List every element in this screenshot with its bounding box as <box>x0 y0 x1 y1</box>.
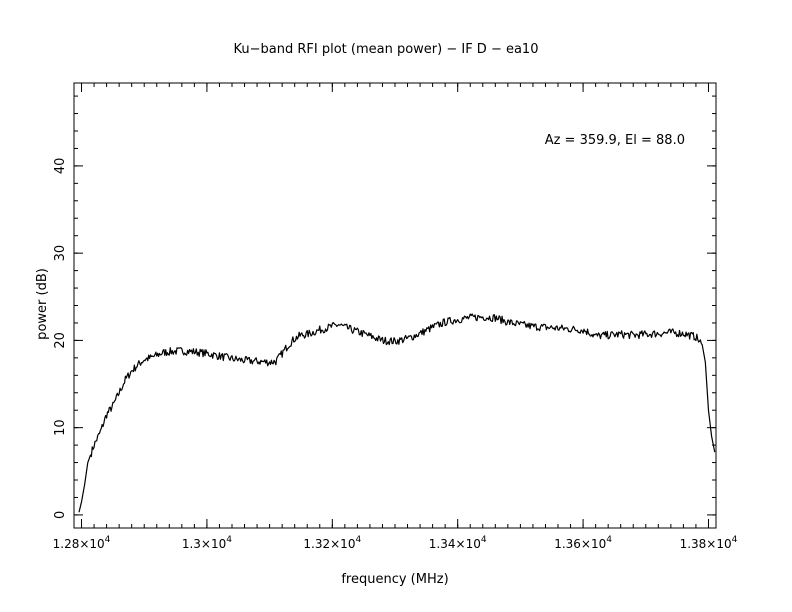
x-tick-exponent: 4 <box>105 535 111 545</box>
y-axis-label: power (dB) <box>35 268 50 340</box>
x-tick-label: 1.32×104 <box>303 535 361 551</box>
x-tick-exponent: 4 <box>732 535 738 545</box>
x-tick-exponent: 4 <box>606 535 612 545</box>
x-tick-label: 1.36×104 <box>554 535 612 551</box>
x-axis-label: frequency (MHz) <box>341 572 448 587</box>
series-line <box>78 313 716 513</box>
chart-title: Ku−band RFI plot (mean power) − IF D − e… <box>234 42 539 57</box>
x-tick-label: 1.34×104 <box>429 535 487 551</box>
y-tick-label: 10 <box>53 419 68 436</box>
y-tick-label: 20 <box>53 332 68 349</box>
x-tick-label: 1.38×104 <box>680 535 738 551</box>
x-tick-exponent: 4 <box>481 535 487 545</box>
plot-area: 1.28×104 1.3×104 1.32×104 1.34×104 1.36×104 1… <box>53 82 738 551</box>
series-group <box>78 313 716 513</box>
x-tick-exponent: 4 <box>226 535 232 545</box>
x-tick-label: 1.3×104 <box>182 535 232 551</box>
y-tick-label: 30 <box>53 245 68 262</box>
y-tick-label: 40 <box>53 158 68 175</box>
y-tick-label: 0 <box>53 511 68 519</box>
az-el-annotation: Az = 359.9, El = 88.0 <box>545 133 685 148</box>
x-tick-label: 1.28×104 <box>53 535 111 551</box>
x-tick-exponent: 4 <box>355 535 361 545</box>
